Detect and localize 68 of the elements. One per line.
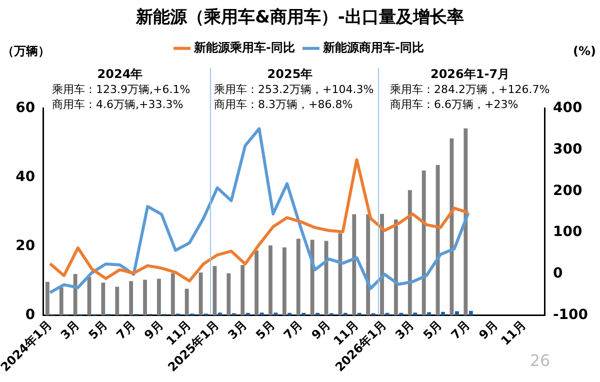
x-tick-label: 9月 [476, 318, 500, 342]
bar [394, 219, 398, 316]
bar [73, 274, 78, 316]
bar [115, 286, 120, 316]
bar [408, 190, 412, 316]
x-tick-label: 3月 [58, 318, 82, 342]
bar [218, 312, 222, 316]
x-tick-label: 11月 [498, 318, 528, 348]
bar [157, 278, 161, 316]
annotation: 商用车：6.6万辆，+23% [390, 98, 518, 111]
legend-label: 新能源商用车-同比 [322, 40, 424, 55]
y2-tick-label: 300 [552, 141, 582, 158]
legend-label: 新能源乘用车-同比 [193, 40, 296, 55]
chart-title: 新能源（乘用车&商用车）-出口量及增长率 [135, 8, 464, 28]
bar [464, 128, 468, 316]
y-tick-label: 60 [16, 100, 36, 116]
bar [380, 214, 384, 316]
x-tick-label: 5月 [86, 318, 110, 342]
y-axis-title: （万辆） [2, 44, 50, 58]
bar [129, 281, 134, 316]
bar [59, 287, 64, 316]
bar [436, 164, 440, 316]
bar [468, 310, 473, 316]
x-tick-label: 7月 [281, 318, 306, 342]
bar [422, 170, 426, 316]
annotation: 商用车：8.3万辆，+86.8% [214, 98, 353, 111]
bar [240, 264, 245, 316]
bar [254, 250, 259, 316]
bar [455, 311, 459, 316]
x-tick-label: 7月 [114, 318, 138, 342]
bar [143, 280, 147, 316]
bar [101, 282, 106, 316]
y2-tick-label: -100 [552, 306, 588, 323]
x-tick-label: 9月 [142, 318, 166, 342]
x-tick-label: 9月 [308, 318, 334, 342]
text: 乘用车：284.2万辆，+126.7% [390, 82, 550, 96]
x-tick-label: 5月 [420, 318, 445, 342]
x-tick-label: 5月 [253, 318, 278, 342]
y-tick-label: 40 [16, 169, 36, 186]
y-tick-label: 20 [16, 238, 36, 254]
y2-tick-label: 200 [552, 182, 582, 199]
x-tick-label: 3月 [392, 318, 417, 342]
bar [170, 273, 175, 316]
bar [184, 288, 189, 316]
y2-tick-label: 0 [552, 266, 563, 282]
bar [45, 282, 50, 316]
text: 乘用车：123.9万辆,+6.1% [52, 82, 190, 96]
bar [296, 238, 300, 316]
bar [427, 312, 432, 316]
text: 2025年 [267, 67, 313, 82]
y2-tick-label: 400 [552, 100, 582, 116]
y2-axis-title: (%) [573, 44, 596, 58]
bar [352, 214, 356, 316]
bar [282, 247, 286, 316]
bar [413, 312, 418, 316]
y2-tick-label: 100 [552, 224, 582, 240]
bar [226, 273, 231, 316]
bar [268, 245, 272, 316]
text: 乘用车：253.2万辆，+104.3% [214, 82, 374, 96]
bar [366, 214, 370, 316]
x-tick-label: 3月 [225, 318, 250, 342]
text: 2026年1-7月 [430, 67, 510, 82]
annotation: 商用车：4.6万辆,+33.3% [52, 98, 184, 111]
y-tick-label: 0 [25, 306, 36, 323]
x-tick-label: 7月 [448, 318, 473, 342]
bar [338, 233, 342, 316]
text: 26 [530, 351, 550, 370]
text: 2024年 [97, 67, 143, 82]
